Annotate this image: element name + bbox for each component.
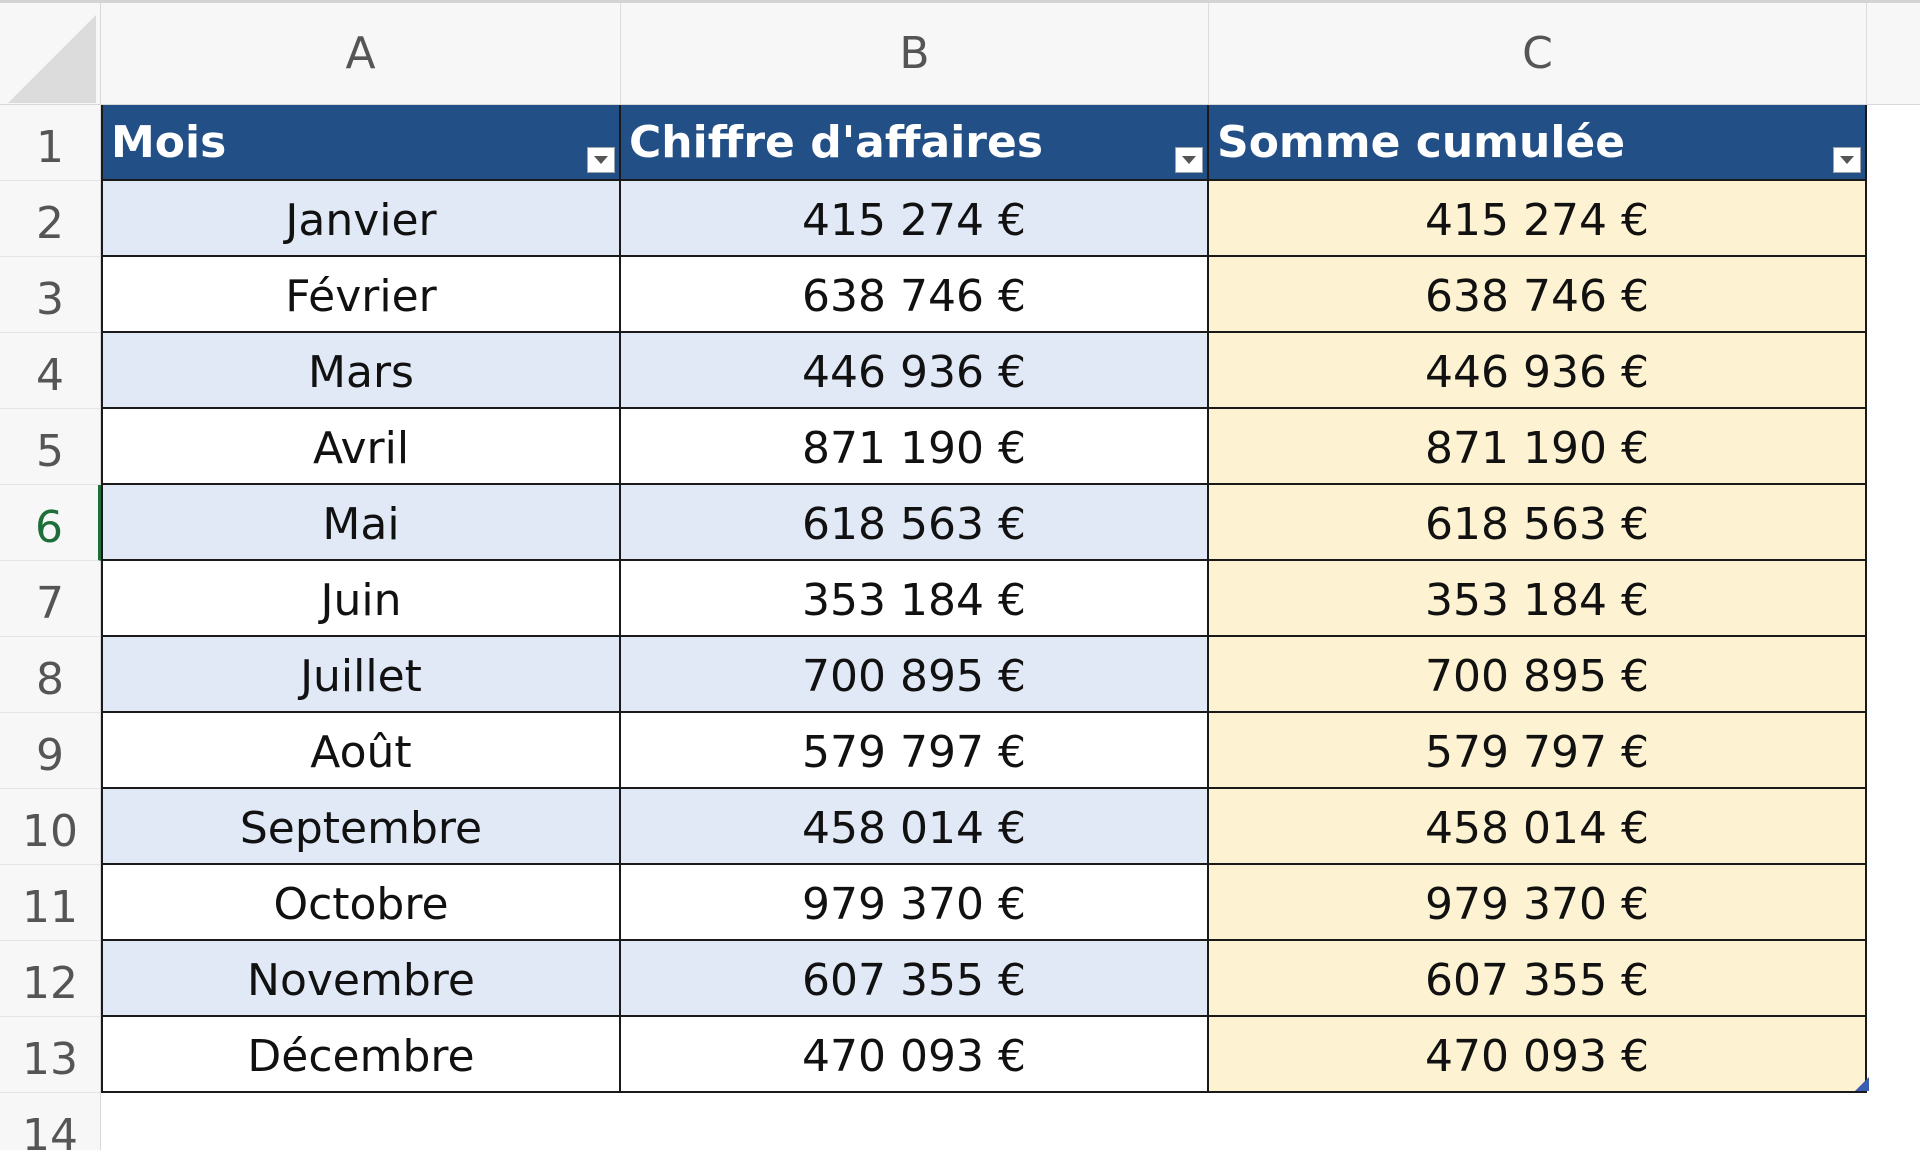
cell-chiffre-3[interactable]: 638 746 €	[621, 257, 1209, 333]
cell-somme-6[interactable]: 618 563 €	[1209, 485, 1867, 561]
cell-chiffre-13[interactable]: 470 093 €	[621, 1017, 1209, 1093]
cell-somme-10[interactable]: 458 014 €	[1209, 789, 1867, 865]
cell-mois-2[interactable]: Janvier	[101, 181, 621, 257]
select-all-corner[interactable]	[0, 3, 101, 105]
cell-mois-8[interactable]: Juillet	[101, 637, 621, 713]
cell-chiffre-7[interactable]: 353 184 €	[621, 561, 1209, 637]
cell-somme-8[interactable]: 700 895 €	[1209, 637, 1867, 713]
cell-somme-7[interactable]: 353 184 €	[1209, 561, 1867, 637]
row-header-10[interactable]: 10	[0, 789, 101, 865]
row-header-1[interactable]: 1	[0, 105, 101, 181]
cell-chiffre-5[interactable]: 871 190 €	[621, 409, 1209, 485]
cell-mois-9[interactable]: Août	[101, 713, 621, 789]
table-header-mois: Mois	[101, 105, 621, 181]
cell-chiffre-4[interactable]: 446 936 €	[621, 333, 1209, 409]
cell-mois-11[interactable]: Octobre	[101, 865, 621, 941]
column-header-c[interactable]: C	[1209, 3, 1867, 105]
table-resize-handle-icon[interactable]	[1855, 1077, 1869, 1091]
cell-mois-5[interactable]: Avril	[101, 409, 621, 485]
cell-somme-4[interactable]: 446 936 €	[1209, 333, 1867, 409]
cell-chiffre-6[interactable]: 618 563 €	[621, 485, 1209, 561]
cell-chiffre-8[interactable]: 700 895 €	[621, 637, 1209, 713]
row-header-6[interactable]: 6	[0, 485, 101, 561]
cell-chiffre-12[interactable]: 607 355 €	[621, 941, 1209, 1017]
filter-dropdown-icon	[1182, 156, 1196, 164]
column-header-a[interactable]: A	[101, 3, 621, 105]
row-header-13[interactable]: 13	[0, 1017, 101, 1093]
row-header-3[interactable]: 3	[0, 257, 101, 333]
cell-somme-3[interactable]: 638 746 €	[1209, 257, 1867, 333]
cell-chiffre-10[interactable]: 458 014 €	[621, 789, 1209, 865]
toolbar-edge	[0, 0, 1920, 3]
row-header-5[interactable]: 5	[0, 409, 101, 485]
cell-somme-13[interactable]: 470 093 €	[1209, 1017, 1867, 1093]
header-label: Somme cumulée	[1217, 116, 1626, 168]
row-header-14[interactable]: 14	[0, 1093, 101, 1150]
header-label: Chiffre d'affaires	[629, 116, 1044, 168]
cell-mois-10[interactable]: Septembre	[101, 789, 621, 865]
cell-somme-9[interactable]: 579 797 €	[1209, 713, 1867, 789]
cell-somme-5[interactable]: 871 190 €	[1209, 409, 1867, 485]
column-header-empty	[1867, 3, 1920, 105]
filter-button-chiffre[interactable]	[1175, 147, 1203, 173]
cell-mois-4[interactable]: Mars	[101, 333, 621, 409]
filter-button-somme[interactable]	[1833, 147, 1861, 173]
cell-mois-13[interactable]: Décembre	[101, 1017, 621, 1093]
cell-mois-7[interactable]: Juin	[101, 561, 621, 637]
cell-chiffre-9[interactable]: 579 797 €	[621, 713, 1209, 789]
row-header-8[interactable]: 8	[0, 637, 101, 713]
cell-mois-3[interactable]: Février	[101, 257, 621, 333]
row-header-4[interactable]: 4	[0, 333, 101, 409]
filter-button-mois[interactable]	[587, 147, 615, 173]
row-header-12[interactable]: 12	[0, 941, 101, 1017]
select-all-corner-icon	[8, 15, 96, 103]
cell-chiffre-11[interactable]: 979 370 €	[621, 865, 1209, 941]
row-header-9[interactable]: 9	[0, 713, 101, 789]
filter-dropdown-icon	[1840, 156, 1854, 164]
filter-dropdown-icon	[594, 156, 608, 164]
row-header-2[interactable]: 2	[0, 181, 101, 257]
cell-mois-6[interactable]: Mai	[101, 485, 621, 561]
table-header-somme: Somme cumulée	[1209, 105, 1867, 181]
cell-mois-12[interactable]: Novembre	[101, 941, 621, 1017]
row-header-11[interactable]: 11	[0, 865, 101, 941]
cell-somme-11[interactable]: 979 370 €	[1209, 865, 1867, 941]
column-header-b[interactable]: B	[621, 3, 1209, 105]
table-header-chiffre: Chiffre d'affaires	[621, 105, 1209, 181]
header-label: Mois	[111, 116, 227, 168]
cell-somme-2[interactable]: 415 274 €	[1209, 181, 1867, 257]
cell-somme-12[interactable]: 607 355 €	[1209, 941, 1867, 1017]
cell-chiffre-2[interactable]: 415 274 €	[621, 181, 1209, 257]
row-header-7[interactable]: 7	[0, 561, 101, 637]
